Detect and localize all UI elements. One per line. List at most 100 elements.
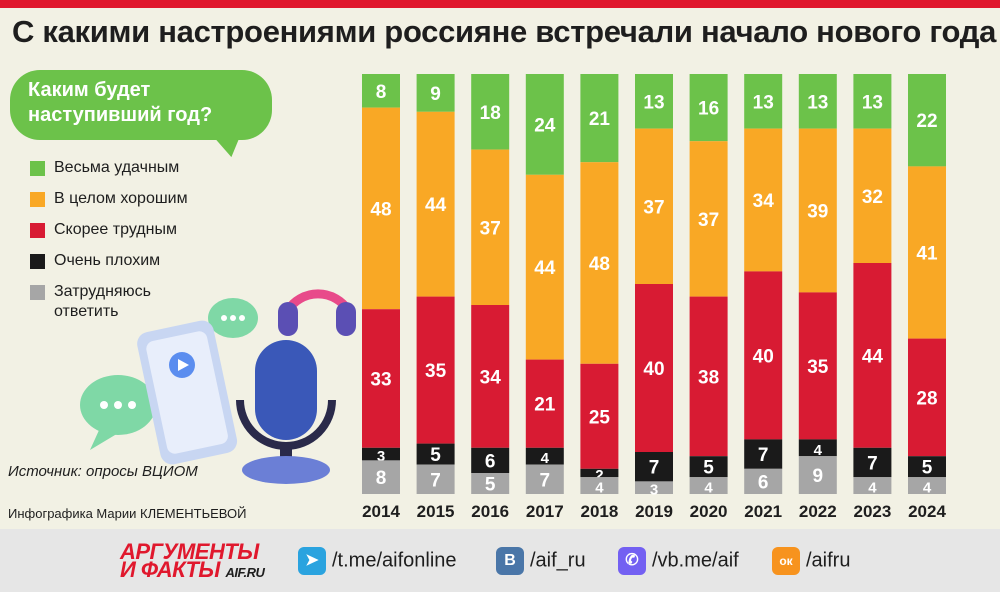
vk-link[interactable]: B/aif_ru [496, 547, 586, 575]
bar-segment [744, 439, 783, 469]
bar-segment [908, 166, 946, 339]
bar-segment [689, 74, 728, 142]
bar-segment [362, 107, 400, 310]
data-label: 22 [916, 111, 937, 132]
legend-swatch [30, 192, 45, 207]
aif-logo[interactable]: АРГУМЕНТЫ И ФАКТЫ AIF.RU [120, 541, 265, 582]
footer: АРГУМЕНТЫ И ФАКТЫ AIF.RU ➤ /t.me/aifonlin… [0, 529, 1000, 592]
x-tick-label: 2017 [526, 502, 564, 521]
data-label: 4 [868, 480, 877, 497]
odnoklassniki-link[interactable]: ок/aifru [772, 547, 850, 575]
x-tick-label: 2023 [853, 502, 891, 521]
data-label: 3 [377, 448, 385, 465]
author-credit: Инфографика Марии КЛЕМЕНТЬЕВОЙ [8, 506, 247, 521]
data-label: 4 [541, 450, 550, 467]
bar-segment [635, 452, 673, 482]
bar-segment [580, 468, 619, 478]
viber-link[interactable]: ✆ /vb.me/aif [618, 547, 739, 575]
bar-segment [908, 74, 946, 167]
bar-segment [908, 477, 946, 494]
bar-segment [798, 456, 837, 494]
bar-segment [362, 460, 400, 494]
source-note: Источник: опросы ВЦИОМ [8, 463, 198, 480]
x-tick-label: 2014 [362, 502, 400, 521]
data-label: 39 [807, 202, 828, 223]
bar-segment [635, 74, 673, 129]
data-label: 24 [534, 115, 556, 136]
data-label: 9 [430, 84, 441, 105]
bar-segment [471, 74, 510, 150]
data-label: 44 [862, 346, 884, 367]
legend-label: Весьма удачным [54, 159, 180, 176]
viber-icon: ✆ [618, 547, 646, 575]
data-label: 35 [807, 357, 829, 378]
logo-site: AIF.RU [225, 565, 265, 580]
data-label: 40 [643, 359, 664, 380]
telegram-link[interactable]: ➤ /t.me/aifonline [298, 547, 457, 575]
telegram-icon: ➤ [298, 547, 326, 575]
page-title: С какими настроениями россияне встречали… [12, 14, 997, 49]
microphone-icon [236, 340, 336, 484]
data-label: 18 [480, 103, 501, 124]
bar-segment [798, 74, 837, 129]
data-label: 3 [650, 482, 658, 499]
legend-swatch [30, 161, 45, 176]
data-label: 21 [534, 395, 556, 416]
data-label: 13 [862, 92, 883, 113]
data-label: 7 [867, 454, 878, 475]
x-tick-label: 2015 [417, 502, 455, 521]
bar-segment [580, 477, 619, 494]
bar-segment [853, 74, 892, 129]
bar-segment [580, 162, 619, 364]
legend-label: Скорее трудным [54, 221, 177, 238]
stacked-bar-chart: 8483338201494435572015183734652016244421… [362, 74, 946, 521]
data-label: 33 [370, 370, 391, 391]
bar-segment [689, 477, 728, 494]
small-chat-bubble-icon [208, 298, 258, 338]
data-label: 5 [922, 458, 933, 479]
headphones-icon [278, 289, 356, 336]
bar-segment [471, 473, 510, 494]
data-label: 8 [376, 82, 387, 103]
odnoklassniki-link-text: /aifru [806, 549, 851, 572]
x-tick-label: 2024 [908, 502, 946, 521]
data-label: 13 [643, 92, 664, 113]
data-label: 37 [698, 210, 719, 231]
bar-segment [798, 128, 837, 293]
chat-bubble-icon [80, 375, 156, 450]
bar-segment [853, 263, 892, 448]
bar-segment [744, 468, 783, 494]
telegram-link-text: /t.me/aifonline [332, 549, 457, 572]
data-label: 9 [813, 466, 824, 487]
data-label: 21 [589, 109, 611, 130]
legend-swatch [30, 254, 45, 269]
data-label: 35 [425, 361, 447, 382]
bar-segment [416, 111, 455, 297]
data-label: 32 [862, 187, 883, 208]
bar-segment [416, 443, 455, 465]
legend-label: Очень плохим [54, 252, 161, 269]
x-tick-label: 2018 [580, 502, 618, 521]
x-tick-label: 2016 [471, 502, 509, 521]
bar-segment [744, 128, 783, 272]
bar-segment [689, 456, 728, 478]
data-label: 38 [698, 367, 719, 388]
bar-segment [525, 74, 564, 175]
data-label: 34 [753, 191, 775, 212]
x-tick-label: 2020 [690, 502, 728, 521]
bar-segment [580, 363, 619, 469]
bar-segment [635, 128, 673, 284]
data-label: 7 [649, 458, 660, 479]
legend-swatch [30, 285, 45, 300]
data-label: 34 [480, 367, 502, 388]
odnoklassniki-icon: ок [772, 547, 800, 575]
bar-segment [635, 284, 673, 452]
smartphone-icon [137, 320, 238, 465]
x-tick-label: 2021 [744, 502, 782, 521]
data-label: 13 [753, 92, 774, 113]
data-label: 48 [589, 254, 610, 275]
bar-segment [362, 447, 400, 461]
vk-icon: B [496, 547, 524, 575]
bar-segment [853, 447, 892, 478]
data-label: 28 [916, 388, 937, 409]
